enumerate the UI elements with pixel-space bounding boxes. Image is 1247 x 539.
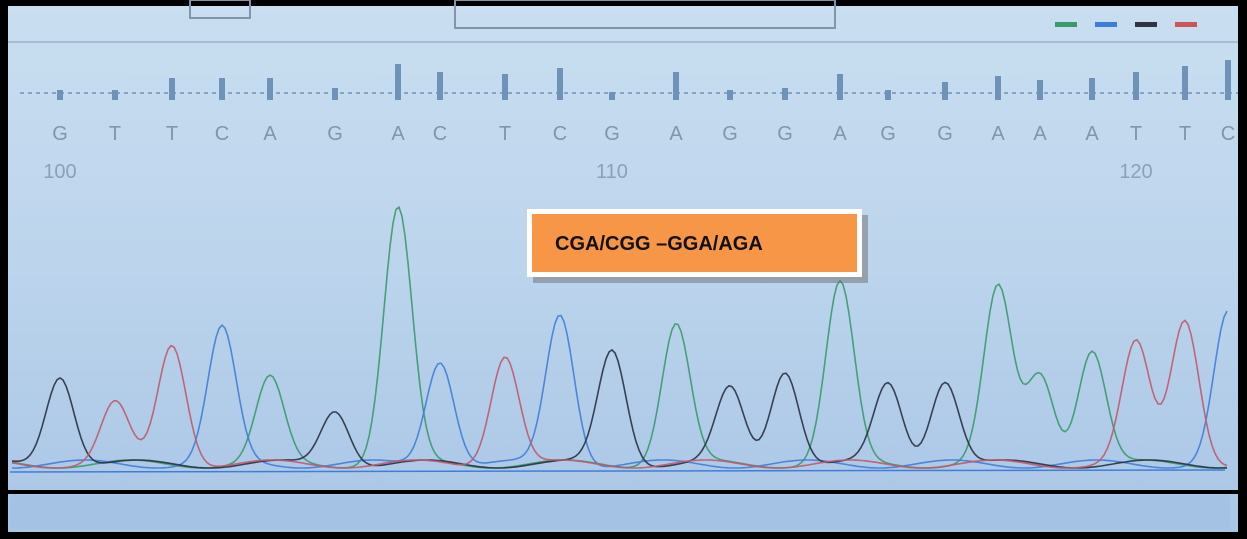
quality-bar: [995, 76, 1001, 100]
quality-bar: [437, 72, 443, 100]
annotation: CGA/CGG –GGA/AGA: [555, 233, 763, 255]
quality-bar: [57, 90, 63, 100]
base-call: T: [1179, 123, 1191, 145]
frame-bottom: [8, 490, 1238, 494]
base-call: C: [215, 123, 229, 145]
base-call: G: [604, 123, 620, 145]
base-call: A: [391, 123, 405, 145]
base-call: G: [52, 123, 68, 145]
position-label: 100: [43, 161, 76, 183]
base-call: C: [433, 123, 447, 145]
quality-bar: [1225, 60, 1231, 100]
base-call: A: [833, 123, 847, 145]
position-label: 120: [1119, 161, 1152, 183]
base-call: A: [263, 123, 277, 145]
quality-bar: [1133, 72, 1139, 100]
quality-bar: [502, 74, 508, 100]
quality-bar: [673, 72, 679, 100]
quality-bar: [1037, 80, 1043, 100]
quality-bar: [267, 78, 273, 100]
base-call: T: [1130, 123, 1142, 145]
swatch: [1095, 22, 1117, 27]
swatch: [1175, 22, 1197, 27]
quality-bar: [332, 88, 338, 100]
base-call: T: [499, 123, 511, 145]
base-call: T: [109, 123, 121, 145]
annotation-box: CGA/CGG –GGA/AGA: [527, 209, 868, 283]
base-call: G: [722, 123, 738, 145]
position-label: 110: [596, 161, 628, 183]
quality-bar: [112, 90, 118, 100]
quality-bar: [1089, 78, 1095, 100]
quality-bar: [727, 90, 733, 100]
base-call: A: [1085, 123, 1099, 145]
screen: G T T C A G A C T C G A G G A G G A A A T T C 100 110 120 CGA/CGG…: [0, 0, 1247, 539]
quality-bar: [837, 74, 843, 100]
quality-bar: [1182, 66, 1188, 100]
base-call: G: [880, 123, 896, 145]
base-call: G: [327, 123, 343, 145]
scrollbar: [10, 495, 1230, 529]
base-call: C: [553, 123, 567, 145]
base-call: A: [1033, 123, 1047, 145]
base-call: A: [991, 123, 1005, 145]
base-call: G: [777, 123, 793, 145]
base-call: C: [1221, 123, 1235, 145]
quality-bar: [885, 90, 891, 100]
swatch: [1055, 22, 1077, 27]
quality-bar: [395, 64, 401, 100]
swatch: [1135, 22, 1157, 27]
quality-bar: [609, 92, 615, 100]
base-call: T: [166, 123, 178, 145]
quality-bar: [942, 82, 948, 100]
quality-bar: [169, 78, 175, 100]
base-call: A: [669, 123, 683, 145]
quality-bar: [782, 88, 788, 100]
quality-bar: [219, 78, 225, 100]
quality-bar: [557, 68, 563, 100]
base-call: G: [937, 123, 953, 145]
